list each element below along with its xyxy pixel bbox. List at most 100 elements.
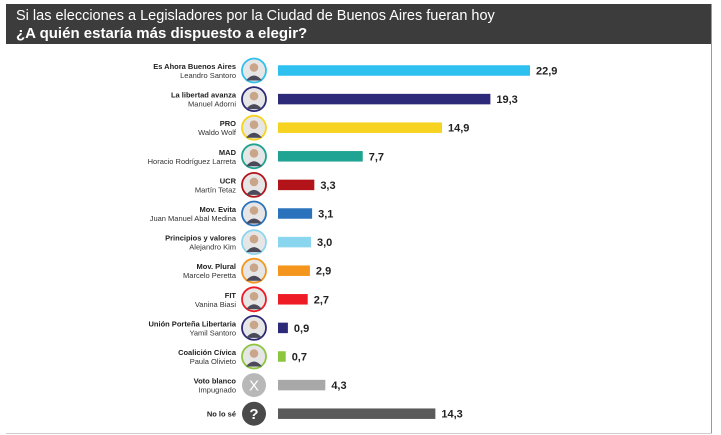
party-label: Mov. Plural [197, 262, 236, 271]
avatar-body [246, 104, 262, 110]
candidate-label: Yamil Santoro [189, 328, 236, 337]
avatar-body [246, 161, 262, 167]
value-label: 3,1 [318, 209, 333, 221]
avatar-head [249, 349, 259, 358]
party-label: Principios y valores [165, 234, 236, 243]
avatar-body [246, 247, 262, 253]
party-label: Voto blanco [194, 377, 237, 386]
party-label: PRO [220, 119, 236, 128]
avatar-head [249, 320, 259, 330]
bar [278, 208, 313, 219]
avatar-head [249, 234, 259, 244]
avatar-body [246, 189, 262, 195]
party-label: FIT [225, 291, 237, 300]
party-label: No lo sé [207, 410, 236, 419]
bar-row: No lo sé? 14,3 [207, 401, 463, 426]
value-label: 14,9 [448, 123, 469, 135]
value-label: 0,7 [292, 352, 307, 364]
candidate-avatar [241, 114, 267, 141]
candidate-label: Vanina Biasi [195, 300, 236, 309]
value-label: 3,3 [320, 180, 335, 192]
frame-border-bottom [6, 433, 712, 434]
chart-header: Si las elecciones a Legisladores por la … [6, 4, 711, 44]
candidate-label: Martín Tetaz [195, 185, 236, 194]
frame-border-right [711, 4, 712, 434]
bar [278, 151, 363, 162]
candidate-avatar [241, 257, 267, 284]
candidate-avatar [241, 171, 267, 198]
value-label: 4,3 [331, 380, 346, 392]
party-label: MAD [219, 148, 237, 157]
avatar-body [246, 218, 262, 224]
avatar-head [249, 63, 259, 72]
bar [278, 265, 310, 276]
candidate-label: Leandro Santoro [180, 71, 236, 80]
candidate-avatar [241, 143, 267, 170]
avatar-body [246, 275, 262, 281]
bar [278, 322, 288, 334]
party-label: Es Ahora Buenos Aires [153, 62, 236, 71]
icon-circle [242, 401, 266, 426]
bar [278, 179, 315, 191]
party-label: Coalición Cívica [178, 348, 237, 357]
candidate-label: Horacio Rodríguez Larreta [148, 157, 237, 166]
avatar-head [249, 206, 259, 215]
icon-circle [242, 373, 266, 398]
candidate-avatar [241, 229, 267, 256]
candidate-avatar [241, 86, 267, 112]
x-icon: X [242, 373, 266, 398]
avatar-body [246, 75, 262, 81]
avatar-head [249, 91, 259, 101]
avatar-head [249, 120, 259, 129]
avatar-head [249, 292, 259, 301]
bar [278, 294, 308, 305]
avatar-body [246, 132, 262, 138]
candidate-label: Marcelo Peretta [183, 271, 237, 280]
candidate-label: Juan Manuel Abal Medina [150, 214, 237, 223]
avatar-head [249, 177, 259, 187]
avatar-head [249, 263, 259, 273]
bar [278, 122, 442, 133]
question-icon: ? [242, 401, 266, 426]
value-label: 3,0 [317, 237, 332, 249]
candidate-avatar [241, 286, 267, 313]
bar [278, 379, 326, 391]
value-label: 2,7 [314, 294, 329, 306]
avatar-head [249, 149, 259, 158]
avatar-body [246, 332, 262, 338]
icon-glyph: X [249, 378, 259, 395]
bar [278, 236, 312, 248]
candidate-label: Impugnado [198, 386, 236, 395]
party-label: Unión Porteña Libertaria [148, 319, 236, 328]
candidate-avatar [241, 314, 267, 341]
chart-subtitle: ¿A quién estaría más dispuesto a elegir? [16, 25, 308, 42]
bar [278, 93, 491, 105]
value-label: 14,3 [441, 409, 462, 421]
value-label: 7,7 [369, 151, 384, 163]
candidate-avatar [241, 343, 267, 370]
party-label: La libertad avanza [171, 91, 237, 100]
bar [278, 408, 436, 419]
party-label: Mov. Evita [199, 205, 236, 214]
candidate-label: Paula Olivieto [190, 357, 236, 366]
bar [278, 65, 530, 76]
candidate-avatar [241, 57, 267, 84]
value-label: 22,9 [536, 66, 557, 78]
value-label: 2,9 [316, 266, 331, 278]
candidate-label: Alejandro Kim [189, 243, 236, 252]
icon-glyph: ? [249, 406, 258, 423]
chart-title: Si las elecciones a Legisladores por la … [16, 8, 495, 24]
